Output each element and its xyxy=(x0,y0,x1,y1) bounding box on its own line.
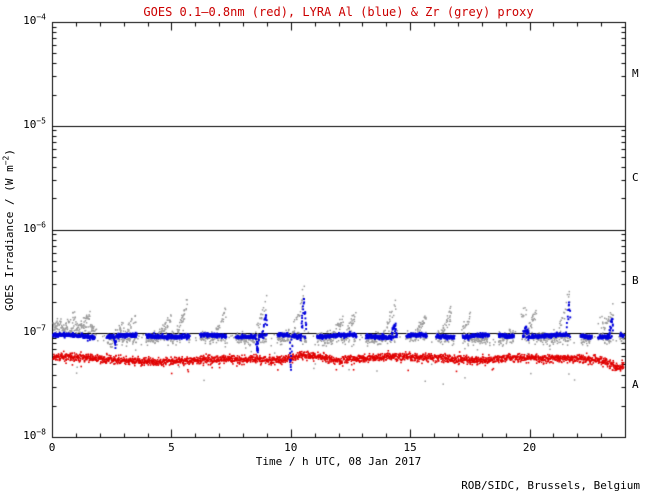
y-axis-label-close: ) xyxy=(3,149,16,156)
credit-text: ROB/SIDC, Brussels, Belgium xyxy=(461,479,640,492)
y-tick-exponent: −6 xyxy=(36,219,46,229)
flare-class-label: C xyxy=(632,170,639,184)
y-tick-exponent: −5 xyxy=(36,116,46,126)
y-axis-label-exponent: −2 xyxy=(1,155,11,166)
flare-class-label: A xyxy=(632,378,639,392)
y-tick-exponent: −8 xyxy=(36,427,46,437)
flare-class-label: M xyxy=(632,66,639,80)
y-tick-label: 10−8 xyxy=(23,427,46,442)
y-tick-label: 10−6 xyxy=(23,219,46,235)
x-tick-label: 0 xyxy=(48,441,56,454)
y-tick-label: 10−5 xyxy=(23,116,46,131)
y-tick-exponent: −7 xyxy=(36,323,46,333)
chart-title: GOES 0.1–0.8nm (red), LYRA Al (blue) & Z… xyxy=(143,5,534,19)
x-tick-label: 15 xyxy=(403,441,417,454)
x-tick-label: 5 xyxy=(168,441,175,454)
flare-class-label: B xyxy=(632,274,639,288)
y-tick-exponent: −4 xyxy=(36,12,46,22)
y-tick-label: 10−4 xyxy=(23,12,46,27)
x-tick-label: 10 xyxy=(284,441,298,454)
x-tick-label: 20 xyxy=(522,441,537,454)
x-axis-label: Time / h UTC, 08 Jan 2017 xyxy=(255,455,422,468)
y-tick-label: 10−7 xyxy=(23,323,46,339)
y-axis-label-text: GOES Irradiance / (W m xyxy=(3,165,16,311)
